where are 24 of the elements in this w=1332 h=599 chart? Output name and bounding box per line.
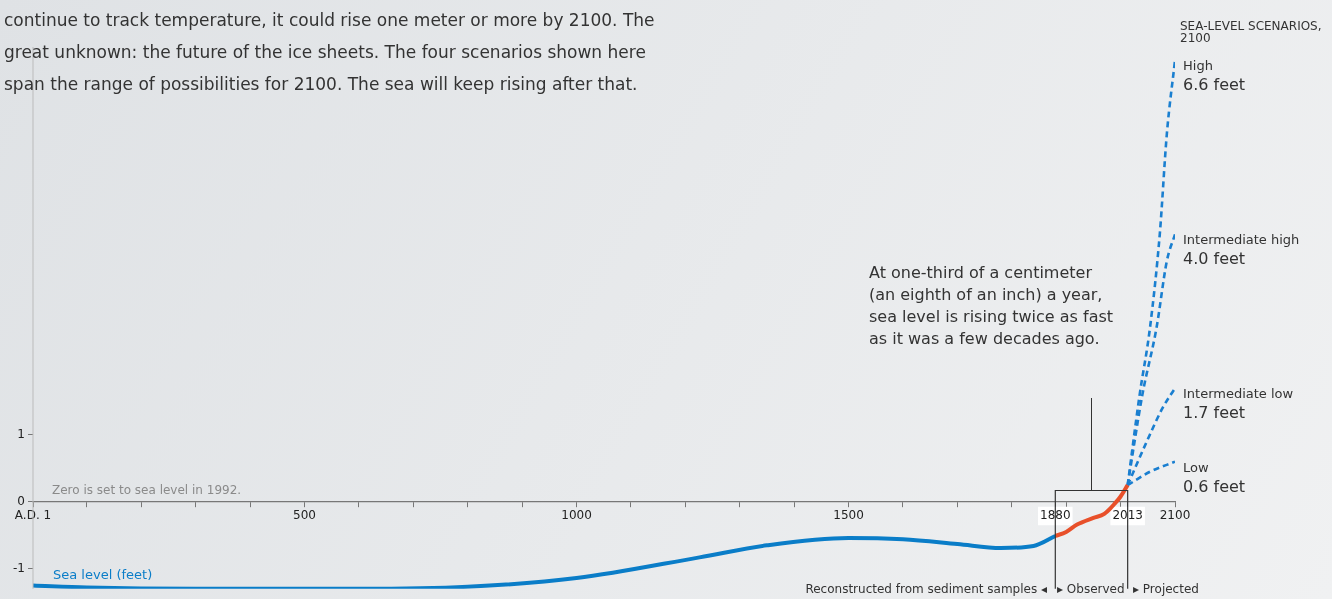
x-tick-label: 500 [293,508,316,523]
y-tick-label: -1 [13,560,25,575]
series-label: Intermediate high [1183,232,1300,248]
annotation: Reconstructed from sediment samples ◂ [805,582,1047,596]
series-label: Low [1183,459,1209,475]
y-tick-label: 1 [17,427,25,442]
series-label: Sea level (feet) [53,567,153,583]
series-label: Intermediate low [1183,386,1294,402]
data-label: 1.7 feet [1183,403,1246,423]
annotation: Zero is set to sea level in 1992. [52,483,243,498]
x-tick-label: 2100 [1159,508,1191,523]
data-label: 6.6 feet [1183,75,1246,95]
annotation: At one-third of a centimeter (an eighth of an inch) a year, sea level is rising twice as fast as it was a few decades ago. [869,262,1115,350]
x-tick-label: A.D. 1 [14,508,52,523]
annotation: ▸ Observed [1057,582,1125,596]
data-label: 0.6 feet [1183,476,1246,496]
series-label: High [1183,58,1213,74]
y-tick-label: 0 [17,493,25,508]
data-label: 4.0 feet [1183,249,1246,269]
text: SEA-LEVEL SCENARIOS, 2100 [1180,19,1323,45]
x-tick-label: 1000 [561,508,592,523]
annotation: ▸ Projected [1133,582,1199,596]
annotation: continue to track temperature, it could rise one meter or more by 2100. The great unknown: the future of the ice sheets. The four scenarios shown here span the range of possibilities for 2100. The sea will keep rising after that. [4,9,656,96]
x-tick-label: 1500 [833,508,864,523]
